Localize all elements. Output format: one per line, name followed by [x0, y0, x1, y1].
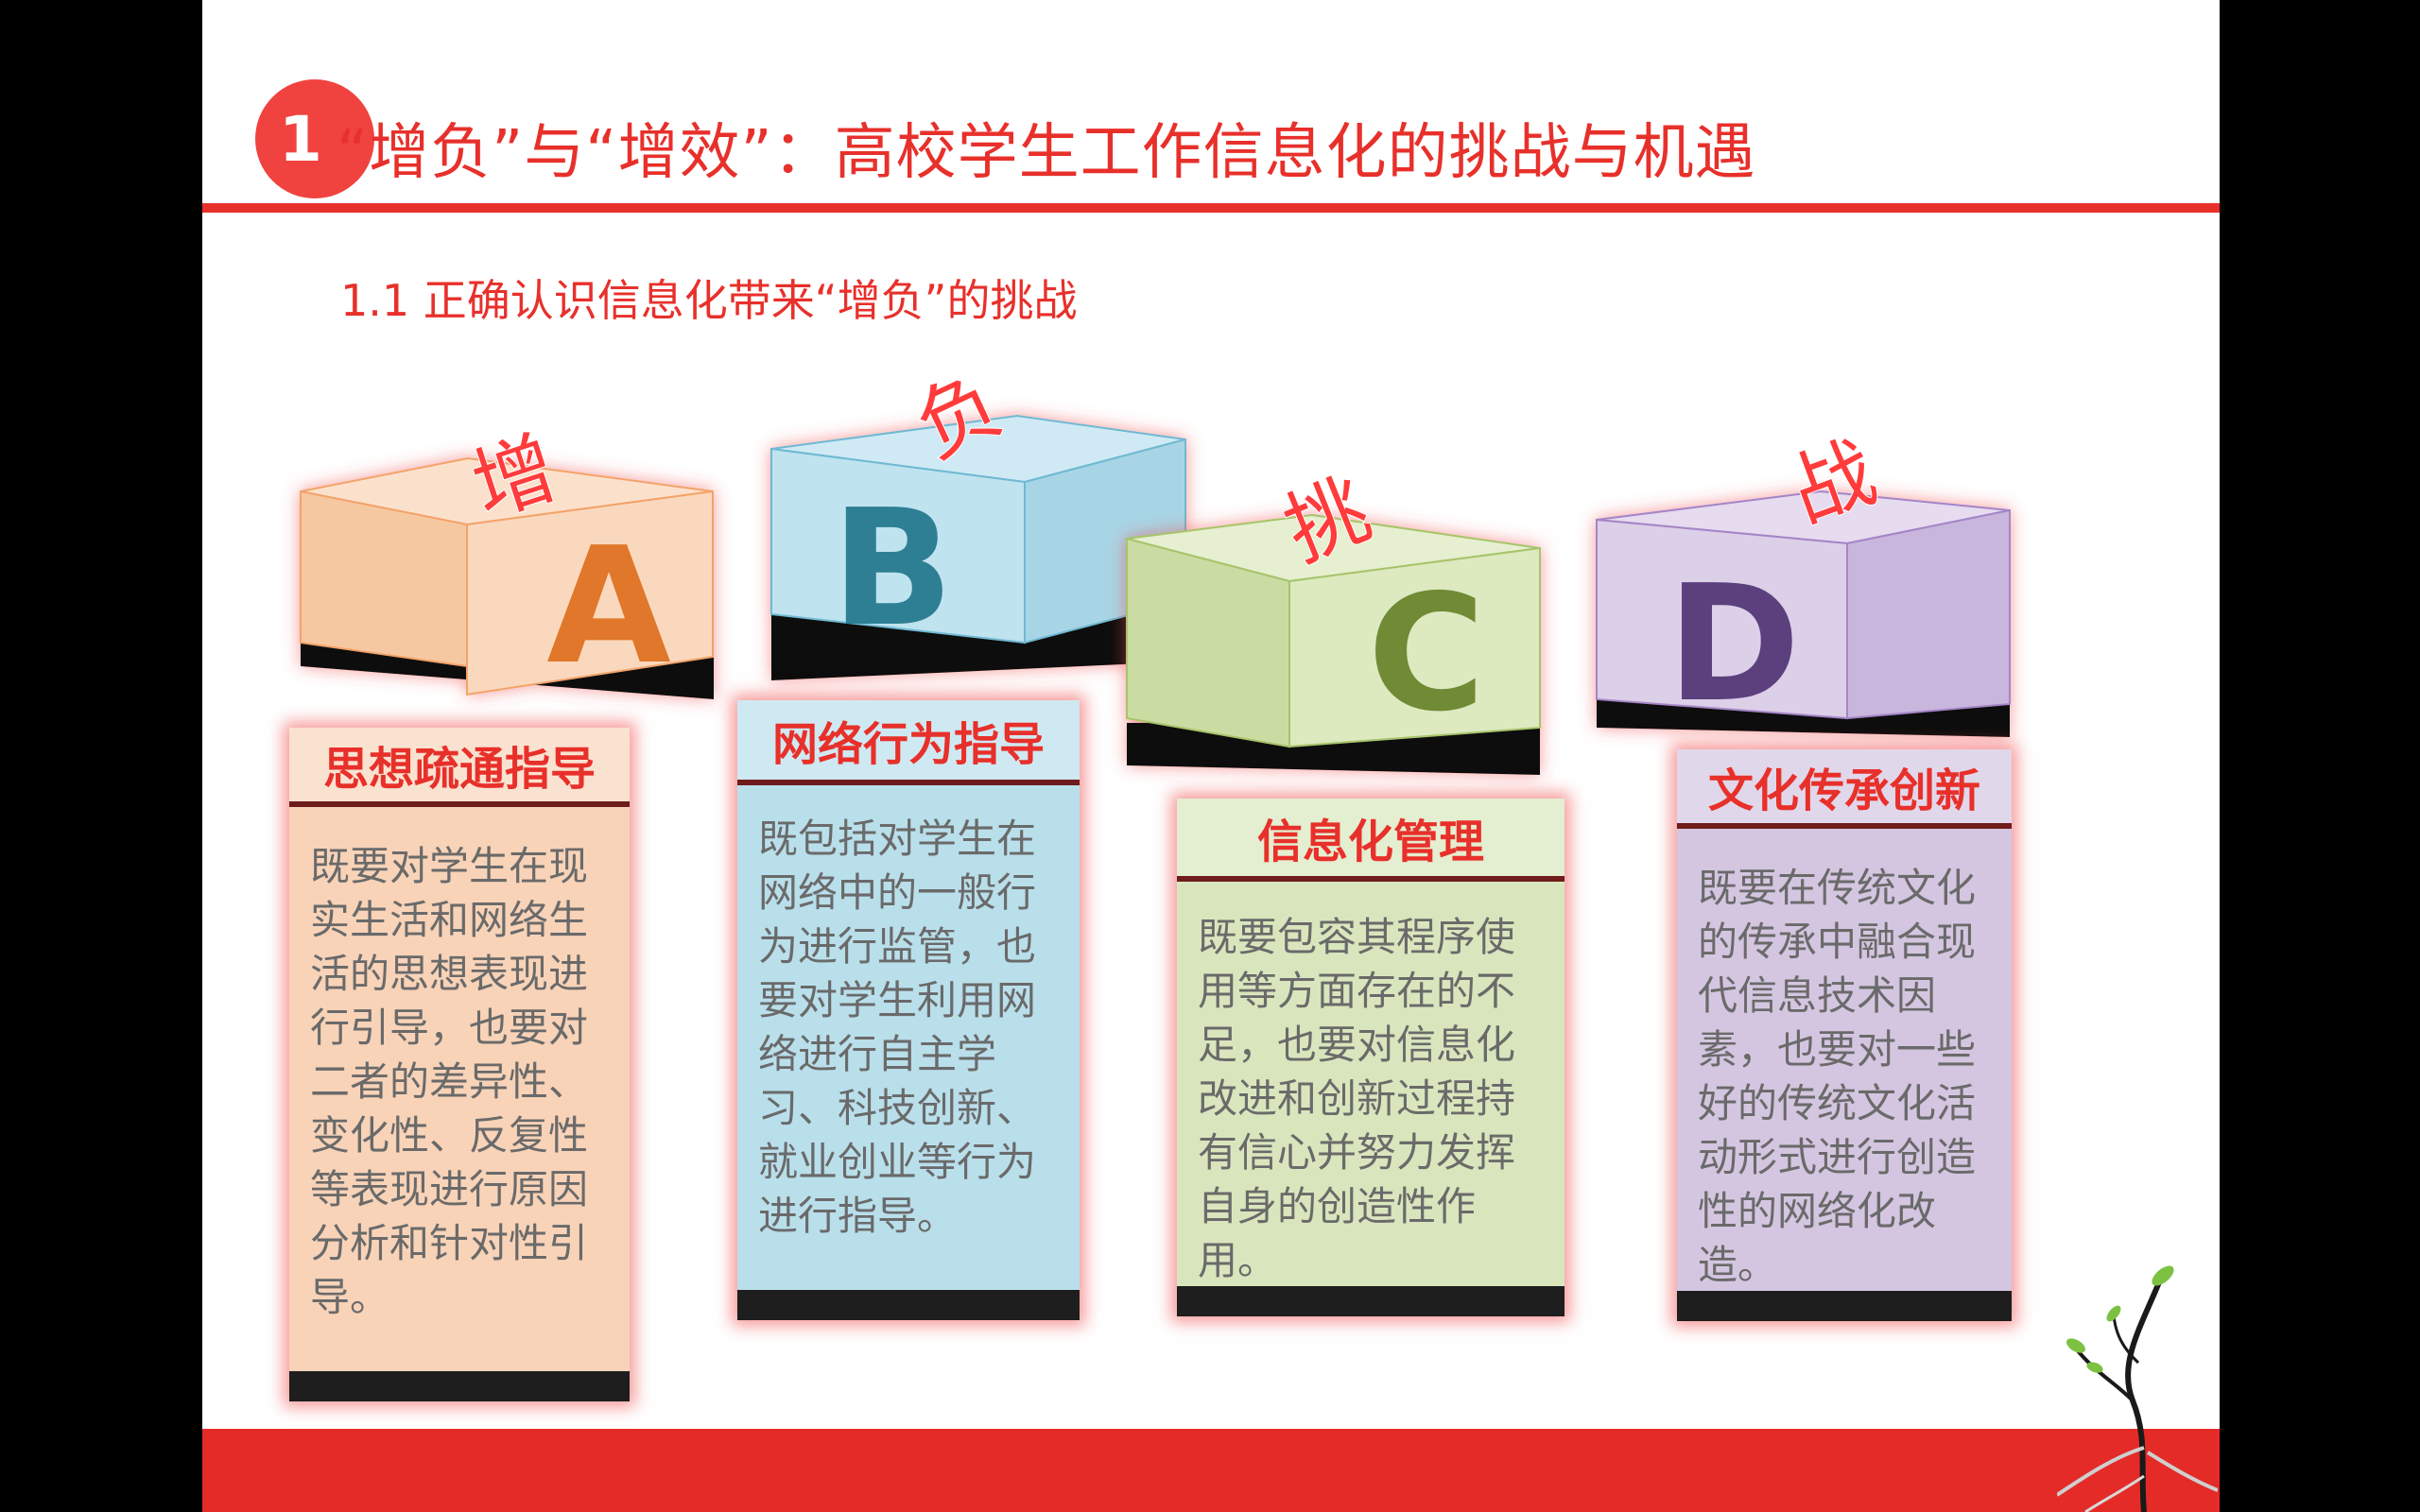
- sprout-tree-icon: [2057, 1265, 2218, 1512]
- cube-c-front: [1288, 546, 1541, 748]
- card-d-body: 既要在传统文化的传承中融合现代信息技术因素，也要对一些好的传统文化活动形式进行创…: [1698, 865, 1977, 1288]
- card-b: 网络行为指导 既包括对学生在网络中的一般行为进行监管，也要对学生利用网络进行自主…: [737, 700, 1080, 1320]
- cube-a-front: [466, 490, 714, 696]
- card-c-title: 信息化管理: [1177, 799, 1564, 882]
- card-a-body: 既要对学生在现实生活和网络生活的思想表现进行引导，也要对二者的差异性、变化性、反…: [310, 843, 589, 1320]
- card-c: 信息化管理 既要包容其程序使用等方面存在的不足，也要对信息化改进和创新过程持有信…: [1177, 799, 1564, 1316]
- cube-c: C: [1126, 513, 1541, 775]
- cube-d-side: [1846, 508, 2011, 720]
- card-a-title: 思想疏通指导: [289, 728, 630, 807]
- slide: 1 “增负”与“增效”：高校学生工作信息化的挑战与机遇 1.1 正确认识信息化带…: [202, 0, 2220, 1512]
- slide-subtitle: 1.1 正确认识信息化带来“增负”的挑战: [340, 275, 1078, 326]
- card-d: 文化传承创新 既要在传统文化的传承中融合现代信息技术因素，也要对一些好的传统文化…: [1677, 749, 2012, 1321]
- cube-c-letter: C: [1368, 560, 1486, 747]
- cube-d-letter: D: [1667, 551, 1800, 738]
- cube-a-letter: A: [546, 513, 671, 700]
- cube-b: B: [770, 414, 1186, 680]
- section-number-badge: 1: [255, 79, 374, 198]
- cube-a: A: [300, 456, 714, 700]
- section-number: 1: [279, 102, 322, 176]
- card-d-title: 文化传承创新: [1677, 749, 2012, 829]
- card-c-body: 既要包容其程序使用等方面存在的不足，也要对信息化改进和创新过程持有信心并努力发挥…: [1198, 914, 1516, 1283]
- cube-row: A 增 B 负 C 挑 D 战: [300, 355, 2011, 775]
- card-d-footer: [1677, 1291, 2012, 1321]
- card-b-title: 网络行为指导: [737, 700, 1080, 785]
- cube-d: D: [1596, 490, 2011, 738]
- footer-bar: [202, 1429, 2220, 1512]
- title-divider: [202, 203, 2220, 213]
- card-b-body: 既包括对学生在网络中的一般行为进行监管，也要对学生利用网络进行自主学习、科技创新…: [758, 816, 1037, 1239]
- slide-title: “增负”与“增效”：高校学生工作信息化的挑战与机遇: [337, 118, 1756, 188]
- card-c-footer: [1177, 1286, 1564, 1316]
- card-a: 思想疏通指导 既要对学生在现实生活和网络生活的思想表现进行引导，也要对二者的差异…: [289, 728, 630, 1401]
- card-b-footer: [737, 1290, 1080, 1320]
- cube-b-letter: B: [831, 475, 954, 662]
- card-a-footer: [289, 1371, 630, 1401]
